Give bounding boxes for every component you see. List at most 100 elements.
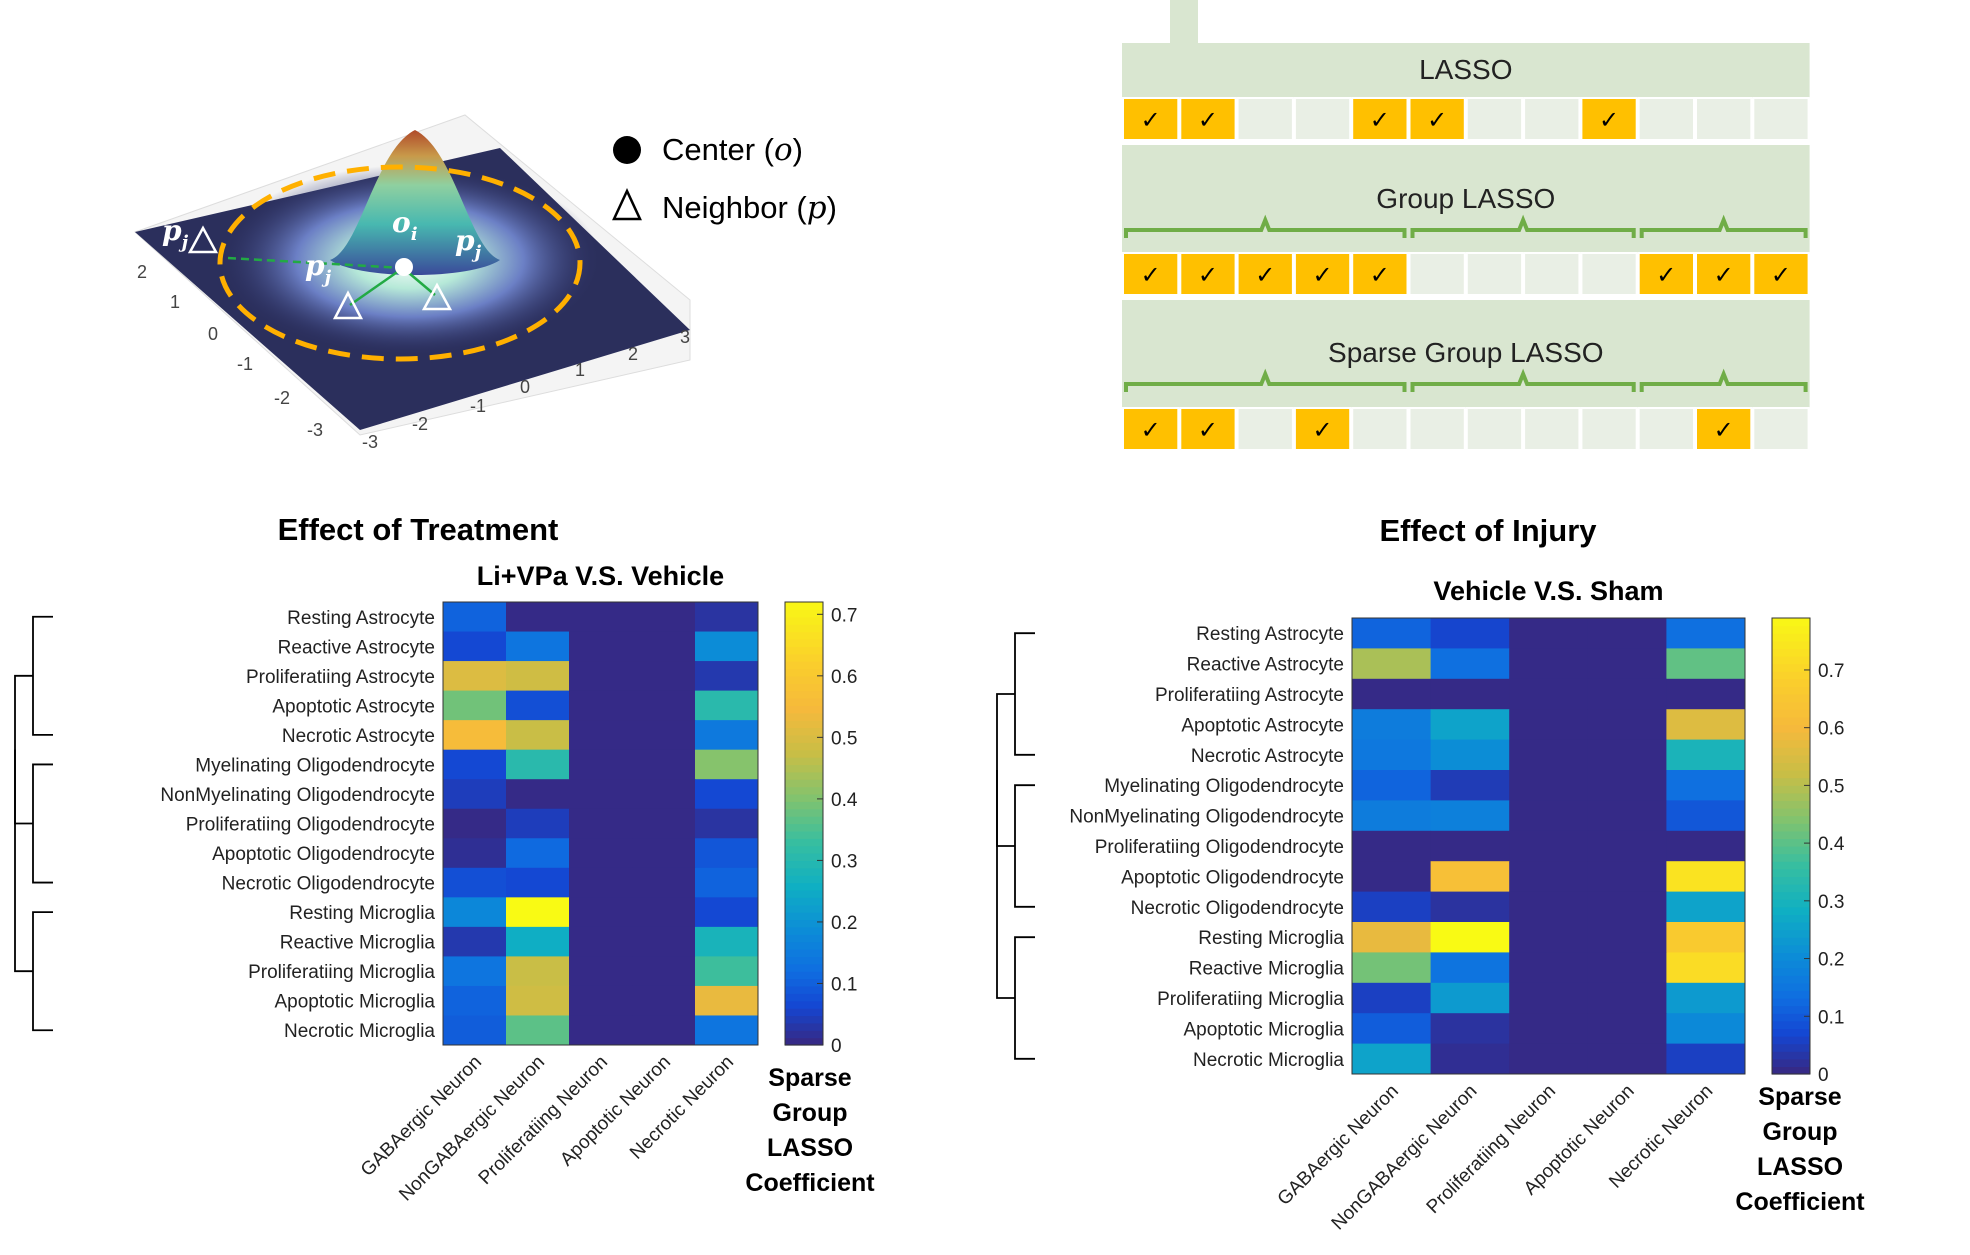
sparse-group-lasso-coefficient-cell xyxy=(1523,407,1581,451)
lasso-diagram-panel: LASSO ✓ ✓ ✓ ✓ ✓ Group LASSO ✓ ✓ ✓ ✓ ✓ ✓ ✓ ✓ Sparse Grou… xyxy=(1122,0,1810,451)
colorbar-segment xyxy=(785,993,823,1002)
colorbar-segment xyxy=(1772,838,1810,847)
lasso-title: LASSO xyxy=(1419,54,1512,85)
colorbar-segment xyxy=(1772,967,1810,976)
heatmap-frame xyxy=(1351,617,1746,1075)
colorbar-segment xyxy=(1772,640,1810,649)
colorbar-segment xyxy=(785,609,823,618)
colorbar-segment xyxy=(785,978,823,987)
colorbar-segment xyxy=(785,801,823,810)
colorbar-segment xyxy=(1772,625,1810,634)
row-label: Reactive Astrocyte xyxy=(1187,655,1344,676)
colorbar-segment xyxy=(785,602,823,610)
heatmap-cell xyxy=(1666,922,1746,953)
colorbar-segment xyxy=(785,1030,823,1039)
check-mark: ✓ xyxy=(1255,261,1275,289)
sparse-group-lasso-band xyxy=(1122,300,1810,408)
heatmap-cell xyxy=(695,661,759,692)
heatmap-cell xyxy=(506,661,570,692)
colorbar-segment xyxy=(1772,732,1810,741)
sparse-group-lasso-coefficient-cell xyxy=(1236,407,1294,451)
colorbar-segment xyxy=(1772,785,1810,794)
heatmap-cell xyxy=(443,631,507,662)
lasso-coefficient-cell xyxy=(1465,97,1524,141)
neighbor-triangle-1 xyxy=(187,225,219,254)
dendrogram-astrocyte xyxy=(1014,632,1035,756)
heatmap-cell xyxy=(1352,891,1432,923)
check-mark: ✓ xyxy=(1141,416,1161,444)
row-label: Resting Astrocyte xyxy=(287,608,435,629)
group-lasso-coefficient-cell xyxy=(1408,252,1466,296)
heatmap-cell xyxy=(1509,800,1589,832)
heatmap-cell xyxy=(443,690,507,721)
heatmap-cell xyxy=(443,602,507,633)
colorbar-segment xyxy=(785,690,823,699)
colorbar-segment xyxy=(785,904,823,913)
row-label: Reactive Astrocyte xyxy=(278,637,435,658)
colorbar-label: Coefficient xyxy=(1735,1188,1865,1216)
column-label: Apoptotic Neuron xyxy=(556,1052,675,1171)
colorbar-segment xyxy=(785,845,823,854)
legend-circle-icon xyxy=(613,136,641,164)
colorbar-segment xyxy=(785,712,823,721)
surface-tick-bottom: 2 xyxy=(628,344,638,364)
heatmap-cell xyxy=(695,867,759,898)
colorbar-segment xyxy=(1772,960,1810,969)
heatmap-cell xyxy=(443,897,507,928)
sparse-group-lasso-coefficient-cell xyxy=(1293,407,1352,451)
heatmap-cell xyxy=(506,956,570,987)
heatmap-cell xyxy=(1587,739,1667,771)
colorbar-segment xyxy=(1772,937,1810,946)
colorbar-segment xyxy=(785,727,823,736)
row-label: Necrotic Microglia xyxy=(284,1021,435,1042)
group-lasso-title: Group LASSO xyxy=(1376,183,1555,214)
heatmap-cell xyxy=(1352,1013,1432,1045)
group-lasso-coefficient-cell xyxy=(1637,252,1695,296)
surface-tick-left: 2 xyxy=(137,262,147,282)
heatmap-cell xyxy=(695,779,759,810)
group-lasso-band xyxy=(1122,145,1810,253)
colorbar-segment xyxy=(785,934,823,943)
heatmap-cell xyxy=(1509,952,1589,984)
lasso-coefficient-cell xyxy=(1695,97,1753,141)
colorbar-segment xyxy=(785,949,823,957)
sparse-group-lasso-coefficient-cell xyxy=(1465,407,1524,451)
heatmap-cell xyxy=(1666,891,1746,923)
group-lasso-group-brace xyxy=(1124,214,1407,238)
surface-tick-bottom: -3 xyxy=(362,432,378,452)
heatmap-cell xyxy=(1509,830,1589,862)
heatmap-frame xyxy=(442,601,759,1046)
row-label: Resting Astrocyte xyxy=(1196,624,1344,645)
lasso-band xyxy=(1122,43,1810,98)
heatmap-cell xyxy=(1587,709,1667,741)
heatmap-cell xyxy=(1587,830,1667,862)
heatmap-cell xyxy=(632,602,696,633)
row-label: Apoptotic Astrocyte xyxy=(1181,715,1344,736)
colorbar-segment xyxy=(785,624,823,633)
heatmap-cell xyxy=(1666,800,1746,832)
colorbar-segment xyxy=(1772,815,1810,824)
colorbar-segment xyxy=(785,675,823,684)
heatmap-cell xyxy=(1352,982,1432,1014)
colorbar-segment xyxy=(1772,770,1810,779)
sparse-group-lasso-coefficient-cell xyxy=(1695,407,1753,451)
colorbar-segment xyxy=(785,771,823,780)
heatmap-cell xyxy=(632,926,696,957)
colorbar-segment xyxy=(785,646,823,655)
colorbar-tick-label: 0.1 xyxy=(831,974,857,995)
chart-title: Effect of Treatment xyxy=(278,512,559,547)
heatmap-cell xyxy=(1352,709,1432,741)
row-label: Proliferatiing Microglia xyxy=(1157,989,1344,1010)
heatmap-cell xyxy=(1587,648,1667,680)
heatmap-cell xyxy=(506,838,570,869)
row-label: Proliferatiing Astrocyte xyxy=(1155,685,1344,706)
colorbar-segment xyxy=(1772,694,1810,703)
colorbar-segment xyxy=(1772,1043,1810,1052)
colorbar-segment xyxy=(1772,982,1810,991)
heatmap-cell xyxy=(569,867,633,898)
heatmap-cell xyxy=(1430,800,1510,832)
heatmap-cell xyxy=(569,779,633,810)
heatmap-cell xyxy=(569,661,633,692)
lasso-top-tab xyxy=(1170,0,1198,43)
group-lasso-coefficient-cell xyxy=(1752,252,1810,296)
